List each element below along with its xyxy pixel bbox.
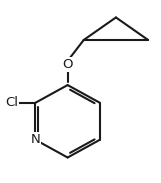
Text: O: O — [62, 58, 73, 71]
Text: Cl: Cl — [5, 96, 18, 109]
Text: N: N — [31, 133, 40, 146]
